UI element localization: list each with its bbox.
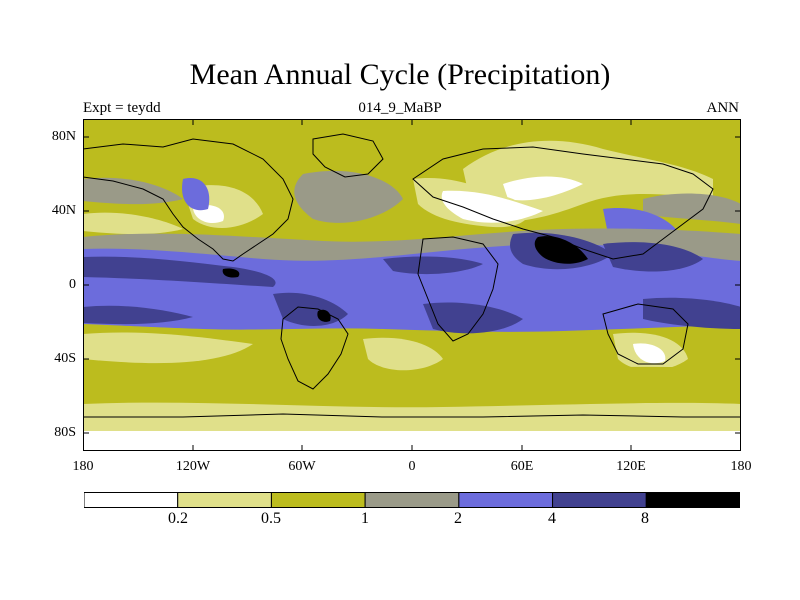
lon-label: 120W [175, 459, 211, 474]
lon-ticks [192, 119, 632, 451]
experiment-label: Expt = teydd [83, 100, 161, 116]
colorbar-label: 2 [454, 510, 462, 527]
field-monsoon-core [534, 236, 588, 264]
field-natlantic-wet [294, 170, 403, 223]
colorbar-label: 1 [361, 510, 369, 527]
field-sindian-wet [423, 302, 523, 334]
field-spacific-dry [83, 332, 253, 364]
colorbar-label: 8 [641, 510, 649, 527]
precipitation-map [83, 119, 741, 451]
colorbar-box [645, 492, 740, 508]
field-asia-dry [441, 190, 543, 223]
lon-label: 120E [616, 459, 646, 474]
lon-label: 0 [408, 459, 416, 474]
field-namerica-wet [182, 178, 210, 211]
colorbar-box [458, 492, 554, 508]
lat-ticks [83, 136, 741, 434]
field-amazon-core [317, 309, 331, 322]
season-label: ANN [706, 100, 740, 116]
colorbar-label: 0.2 [168, 510, 188, 527]
colorbar-label: 0.5 [261, 510, 281, 527]
colorbar [84, 492, 740, 508]
field-itcz-atlantic [383, 256, 483, 275]
colorbar-box [177, 492, 272, 508]
lon-label: 60W [288, 459, 316, 474]
lon-label: 180 [72, 459, 94, 474]
colorbar-box [270, 492, 366, 508]
lat-label: 0 [69, 277, 76, 292]
field-npacific-wet2 [643, 193, 741, 224]
field-arctic-very-dry [503, 176, 583, 201]
field-wpacific-wet [603, 242, 703, 272]
field-pacific-core [222, 268, 240, 278]
field-itcz-pacific [83, 256, 276, 287]
field-spacific-band [83, 305, 193, 325]
map-title: Mean Annual Cycle (Precipitation) [189, 58, 611, 91]
lon-label: 60E [510, 459, 534, 474]
lat-label: 40N [51, 203, 76, 218]
lat-label: 80N [51, 129, 76, 144]
field-pacific-dry-n [83, 212, 183, 235]
lat-label: 80S [54, 425, 76, 440]
lon-label: 180 [730, 459, 752, 474]
field-npacific-wet [83, 177, 183, 205]
field-australia-very-dry [633, 343, 666, 364]
period-label: 014_9_MaBP [358, 100, 442, 116]
colorbar-box [552, 492, 647, 508]
coastlines [83, 133, 741, 418]
colorbar-box [364, 492, 460, 508]
field-antarctic-dry [83, 431, 741, 451]
colorbar-box [84, 492, 179, 508]
field-satlantic-dry [363, 337, 443, 371]
field-spcz-wet [643, 297, 741, 329]
field-arctic-dry [463, 140, 713, 222]
lat-label: 40S [54, 351, 76, 366]
colorbar-label: 4 [548, 510, 556, 527]
